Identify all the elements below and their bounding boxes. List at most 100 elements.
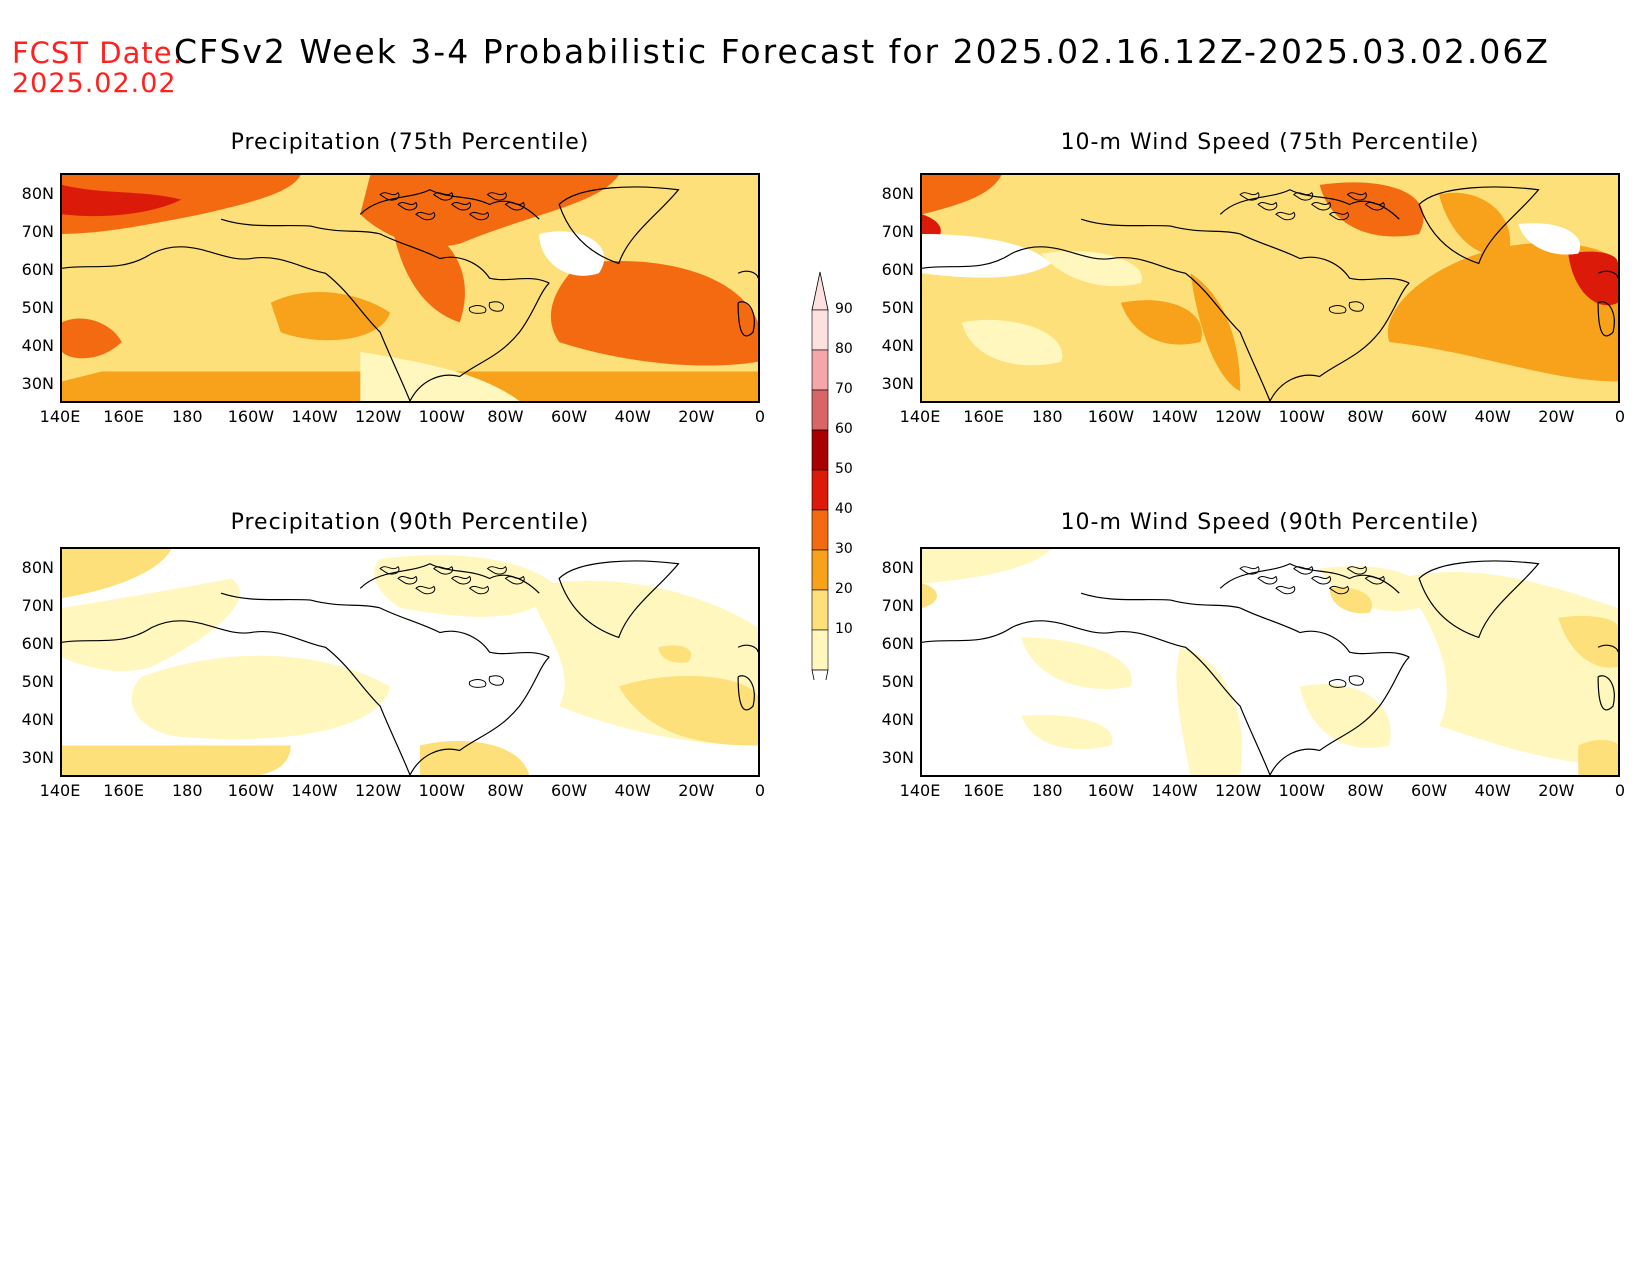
coastline: [737, 644, 758, 711]
lon-label: 140E: [899, 407, 941, 426]
panel-title-precip-75: Precipitation (75th Percentile): [230, 130, 590, 155]
great-lakes-outline: [1328, 305, 1347, 314]
coastline: [379, 233, 550, 284]
lon-label: 0: [754, 781, 766, 800]
lon-label: 100W: [1278, 781, 1325, 800]
coastline: [922, 246, 1186, 274]
lat-label: 80N: [881, 558, 914, 577]
panel-title-wind-90: 10-m Wind Speed (90th Percentile): [1060, 510, 1480, 535]
lon-label: 140W: [1151, 781, 1198, 800]
lon-label: 180: [171, 407, 203, 426]
colorbar-tick-label: 10: [835, 621, 853, 637]
probability-contour: [270, 292, 391, 341]
probability-contour: [1578, 739, 1618, 775]
probability-contour: [1021, 715, 1113, 750]
colorbar-swatch: [811, 349, 829, 391]
probability-contour: [1021, 637, 1132, 690]
colorbar-top-arrow: [811, 271, 829, 311]
coastline: [1418, 560, 1540, 639]
probability-contour: [62, 745, 291, 775]
lon-label: 140E: [39, 781, 81, 800]
probability-contour: [922, 549, 1052, 584]
coastline: [325, 646, 411, 775]
island-outline: [1364, 575, 1385, 585]
lat-label: 50N: [881, 298, 914, 317]
probability-contour: [961, 319, 1063, 366]
island-outline: [1293, 191, 1314, 201]
great-lakes-outline: [488, 675, 505, 686]
probability-contour: [390, 214, 465, 323]
lat-label: 70N: [21, 222, 54, 241]
lat-label: 30N: [881, 748, 914, 767]
probability-contour: [658, 645, 692, 663]
great-lakes-outline: [468, 305, 487, 314]
probability-contour: [62, 549, 172, 599]
island-outline: [486, 191, 507, 201]
lon-label: 40W: [614, 407, 651, 426]
island-outline: [1239, 565, 1260, 575]
great-lakes-outline: [1348, 675, 1365, 686]
island-outline: [415, 211, 436, 221]
lat-label: 80N: [21, 558, 54, 577]
lat-label: 30N: [21, 374, 54, 393]
island-outline: [1346, 565, 1367, 575]
lon-label: 140E: [39, 407, 81, 426]
map-field: [922, 549, 1618, 775]
lat-label: 80N: [881, 184, 914, 203]
coastline: [737, 270, 758, 337]
probability-contour: [131, 655, 391, 740]
lon-label: 60W: [1410, 781, 1448, 800]
map-precip-90: [60, 547, 760, 777]
island-outline: [1310, 201, 1332, 211]
coastline: [1185, 272, 1271, 401]
coastline: [1185, 646, 1271, 775]
island-outline: [1364, 201, 1385, 211]
probability-contour: [1299, 684, 1391, 748]
map-wind-90: [920, 547, 1620, 777]
island-outline: [1310, 575, 1332, 585]
lat-label: 70N: [881, 222, 914, 241]
lon-label: 160E: [963, 407, 1004, 426]
coastline: [558, 186, 680, 265]
panel-title-wind-75: 10-m Wind Speed (75th Percentile): [1060, 130, 1480, 155]
lat-label: 70N: [881, 596, 914, 615]
coastline: [62, 620, 326, 648]
page-title: CFSv2 Week 3-4 Probabilistic Forecast fo…: [174, 32, 1550, 71]
island-outline: [1257, 201, 1278, 211]
island-outline: [1257, 575, 1278, 585]
lon-label: 160E: [963, 781, 1004, 800]
coastline: [1597, 644, 1618, 711]
coastline: [409, 282, 550, 401]
colorbar-tick-label: 60: [835, 421, 853, 437]
panel-title-precip-90: Precipitation (90th Percentile): [230, 510, 590, 535]
lon-label: 40W: [1474, 781, 1511, 800]
coastline: [220, 218, 381, 235]
map-wind-75: [920, 173, 1620, 403]
colorbar-tick-label: 30: [835, 541, 853, 557]
lon-label: 60W: [550, 781, 588, 800]
probability-contour: [62, 184, 182, 217]
lon-label: 40W: [614, 781, 651, 800]
coastline: [558, 560, 680, 639]
colorbar-tick-label: 50: [835, 461, 853, 477]
lat-label: 40N: [881, 710, 914, 729]
colorbar-swatch: [811, 509, 829, 551]
lon-label: 0: [1614, 781, 1626, 800]
coastline: [1239, 233, 1410, 284]
lon-label: 0: [754, 407, 766, 426]
lat-label: 30N: [881, 374, 914, 393]
lon-label: 40W: [1474, 407, 1511, 426]
island-outline: [1328, 211, 1349, 221]
colorbar-swatch: [811, 309, 829, 351]
probability-contour: [1190, 273, 1241, 392]
lon-label: 100W: [418, 781, 465, 800]
probability-contour: [1558, 615, 1618, 668]
island-outline: [1239, 191, 1260, 201]
lat-label: 60N: [881, 260, 914, 279]
probability-contour: [1041, 250, 1143, 287]
lat-label: 60N: [21, 634, 54, 653]
lon-label: 20W: [1538, 781, 1575, 800]
island-outline: [379, 565, 400, 575]
island-outline: [468, 585, 489, 595]
map-field: [62, 175, 758, 401]
